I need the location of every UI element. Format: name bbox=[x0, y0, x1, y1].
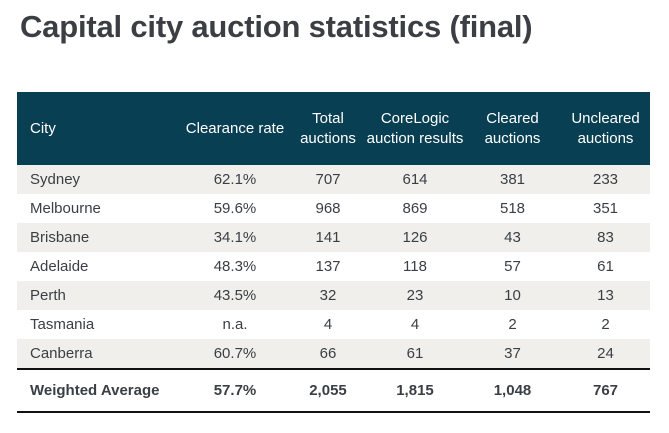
cell-total-auctions: 968 bbox=[315, 200, 341, 217]
cell-uncleared-auctions: 351 bbox=[592, 200, 619, 217]
cell-city: Melbourne bbox=[30, 200, 101, 217]
total-cell-total-auctions: 2,055 bbox=[290, 368, 366, 413]
cell-cleared-auctions: 518 bbox=[499, 200, 526, 217]
cell-cleared-auctions: 381 bbox=[464, 165, 561, 194]
table-row: Tasmania n.a. 4 4 2 2 bbox=[17, 310, 650, 339]
cell-city: Perth bbox=[17, 281, 180, 310]
total-cell-city: Weighted Average bbox=[17, 368, 180, 413]
table-row: Melbourne 59.6% 968 869 518 351 bbox=[17, 194, 650, 223]
cell-clearance-rate: 62.1% bbox=[180, 165, 290, 194]
column-header-clearance-rate: Clearance rate bbox=[180, 92, 290, 165]
cell-total-auctions: 137 bbox=[315, 258, 341, 275]
cell-total-auctions: 141 bbox=[290, 223, 366, 252]
column-header-total-auctions: Total auctions bbox=[290, 92, 366, 165]
cell-corelogic-results: 614 bbox=[366, 165, 464, 194]
cell-clearance-rate: n.a. bbox=[222, 316, 248, 333]
cell-total-auctions: 66 bbox=[290, 339, 366, 369]
cell-cleared-auctions: 10 bbox=[464, 281, 561, 310]
cell-city: Brisbane bbox=[17, 223, 180, 252]
table-row: Sydney 62.1% 707 614 381 233 bbox=[17, 165, 650, 194]
total-cell-corelogic-results: 1,815 bbox=[366, 368, 464, 413]
cell-uncleared-auctions: 83 bbox=[561, 223, 650, 252]
cell-clearance-rate: 43.5% bbox=[180, 281, 290, 310]
cell-clearance-rate: 48.3% bbox=[213, 258, 257, 275]
cell-total-auctions: 4 bbox=[323, 316, 333, 333]
cell-clearance-rate: 34.1% bbox=[180, 223, 290, 252]
table-row: Adelaide 48.3% 137 118 57 61 bbox=[17, 252, 650, 281]
table-row: Perth 43.5% 32 23 10 13 bbox=[17, 281, 650, 310]
total-cell-clearance-rate: 57.7% bbox=[180, 368, 290, 413]
cell-city: Canberra bbox=[17, 339, 180, 369]
cell-corelogic-results: 118 bbox=[403, 258, 427, 275]
cell-uncleared-auctions: 233 bbox=[561, 165, 650, 194]
cell-city: Sydney bbox=[17, 165, 180, 194]
cell-uncleared-auctions: 2 bbox=[601, 316, 610, 333]
cell-uncleared-auctions: 61 bbox=[597, 258, 614, 275]
total-row: Weighted Average 57.7% 2,055 1,815 1,048 767 bbox=[17, 368, 650, 413]
cell-city: Adelaide bbox=[30, 258, 89, 275]
cell-city: Tasmania bbox=[30, 316, 95, 333]
total-cell-uncleared-auctions: 767 bbox=[561, 368, 650, 413]
cell-cleared-auctions: 43 bbox=[464, 223, 561, 252]
table-header-row: City Clearance rate Total auctions CoreLogi… bbox=[17, 92, 650, 165]
cell-total-auctions: 32 bbox=[290, 281, 366, 310]
cell-cleared-auctions: 57 bbox=[504, 258, 521, 275]
auction-statistics-table: City Clearance rate Total auctions CoreLogi… bbox=[17, 92, 650, 413]
cell-uncleared-auctions: 13 bbox=[561, 281, 650, 310]
table-row: Brisbane 34.1% 141 126 43 83 bbox=[17, 223, 650, 252]
cell-clearance-rate: 59.6% bbox=[213, 200, 257, 217]
column-header-uncleared-auctions: Uncleared auctions bbox=[561, 92, 650, 165]
cell-corelogic-results: 61 bbox=[366, 339, 464, 369]
cell-clearance-rate: 60.7% bbox=[180, 339, 290, 369]
cell-cleared-auctions: 37 bbox=[464, 339, 561, 369]
column-header-city: City bbox=[17, 92, 180, 165]
cell-corelogic-results: 126 bbox=[366, 223, 464, 252]
cell-corelogic-results: 869 bbox=[402, 200, 428, 217]
total-cell-cleared-auctions: 1,048 bbox=[464, 368, 561, 413]
cell-corelogic-results: 23 bbox=[366, 281, 464, 310]
table-row: Canberra 60.7% 66 61 37 24 bbox=[17, 339, 650, 369]
page-title: Capital city auction statistics (final) bbox=[20, 9, 533, 44]
cell-total-auctions: 707 bbox=[290, 165, 366, 194]
cell-uncleared-auctions: 24 bbox=[561, 339, 650, 369]
column-header-cleared-auctions: Cleared auctions bbox=[464, 92, 561, 165]
column-header-corelogic-results: CoreLogic auction results bbox=[366, 92, 464, 165]
cell-cleared-auctions: 2 bbox=[508, 316, 517, 333]
cell-corelogic-results: 4 bbox=[410, 316, 420, 333]
